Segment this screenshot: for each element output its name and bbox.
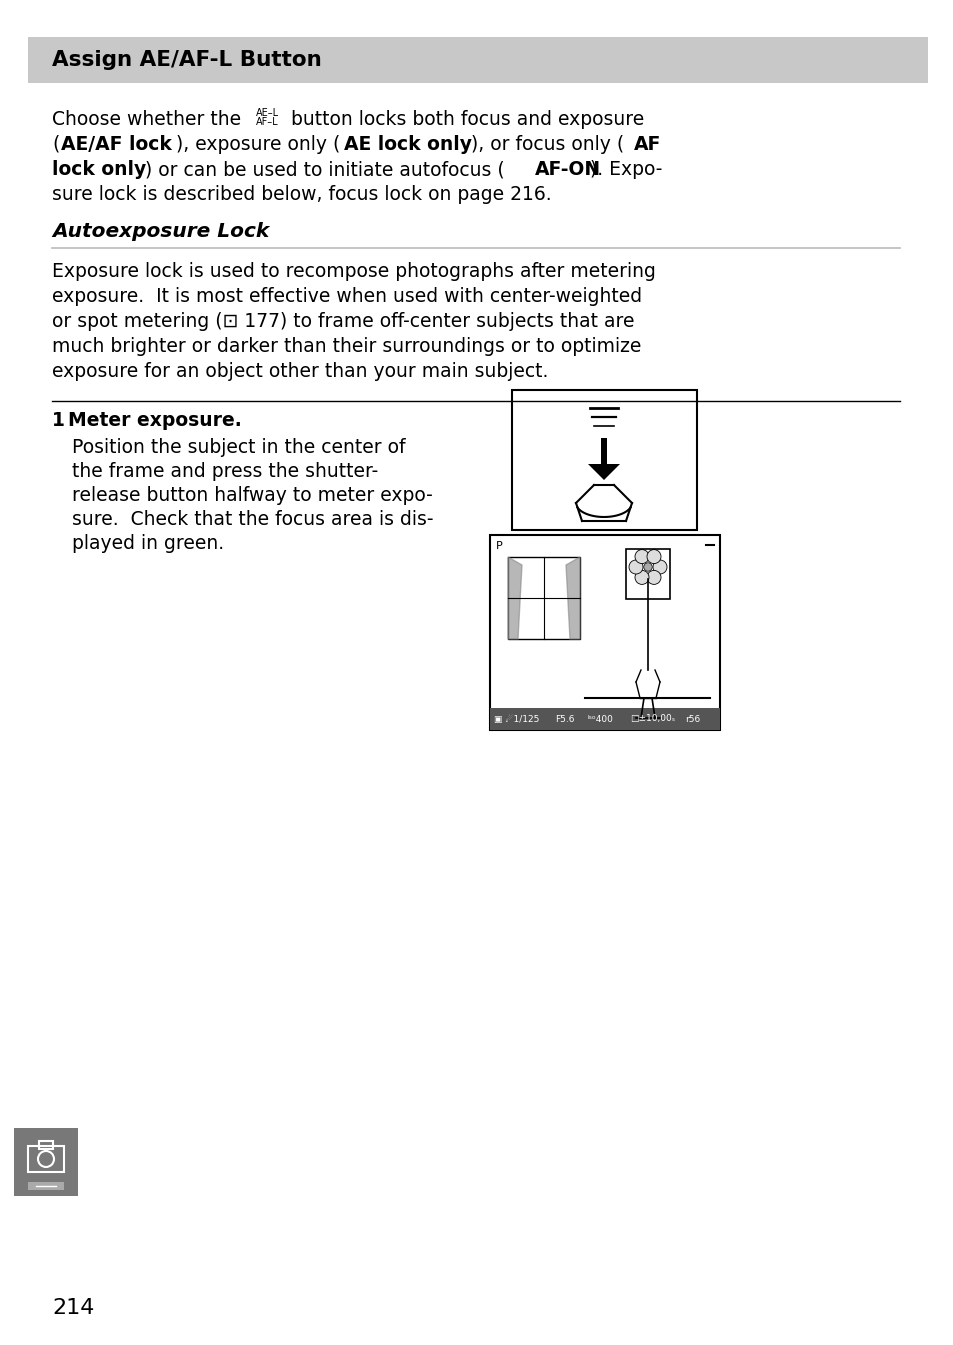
Circle shape bbox=[635, 570, 648, 584]
Bar bbox=[600, 438, 606, 464]
Bar bbox=[39, 1141, 53, 1149]
Text: ), exposure only (: ), exposure only ( bbox=[175, 134, 340, 153]
Text: r56: r56 bbox=[684, 714, 700, 724]
Bar bbox=[625, 549, 669, 599]
Text: ) or can be used to initiate autofocus (: ) or can be used to initiate autofocus ( bbox=[145, 160, 504, 179]
Text: Meter exposure.: Meter exposure. bbox=[68, 412, 241, 430]
Text: 214: 214 bbox=[52, 1298, 94, 1318]
Text: release button halfway to meter expo-: release button halfway to meter expo- bbox=[71, 486, 433, 504]
Bar bbox=[28, 38, 927, 83]
Bar bbox=[28, 1182, 64, 1190]
Text: Autoexposure Lock: Autoexposure Lock bbox=[52, 222, 269, 241]
Text: the frame and press the shutter-: the frame and press the shutter- bbox=[71, 461, 377, 482]
Text: sure lock is described below, focus lock on page 216.: sure lock is described below, focus lock… bbox=[52, 186, 551, 204]
Bar bbox=[28, 1146, 64, 1171]
Text: or spot metering (⊡ 177) to frame off-center subjects that are: or spot metering (⊡ 177) to frame off-ce… bbox=[52, 312, 634, 331]
Bar bbox=[490, 535, 720, 730]
Polygon shape bbox=[507, 557, 521, 639]
Text: exposure for an object other than your main subject.: exposure for an object other than your m… bbox=[52, 362, 548, 381]
Text: Exposure lock is used to recompose photographs after metering: Exposure lock is used to recompose photo… bbox=[52, 262, 656, 281]
Circle shape bbox=[652, 560, 666, 574]
Text: Position the subject in the center of: Position the subject in the center of bbox=[71, 438, 405, 457]
Text: Assign AE/AF-L Button: Assign AE/AF-L Button bbox=[52, 50, 321, 70]
Text: AE lock only: AE lock only bbox=[344, 134, 472, 153]
Text: ᴵˢᵒ400: ᴵˢᵒ400 bbox=[587, 714, 613, 724]
Text: Choose whether the: Choose whether the bbox=[52, 110, 247, 129]
Text: lock only: lock only bbox=[52, 160, 146, 179]
Text: AF: AF bbox=[634, 134, 660, 153]
Text: ), or focus only (: ), or focus only ( bbox=[471, 134, 623, 153]
Circle shape bbox=[646, 570, 660, 584]
Text: □±10,00ₛ: □±10,00ₛ bbox=[629, 714, 675, 724]
Text: ). Expo-: ). Expo- bbox=[589, 160, 661, 179]
Text: AE–L: AE–L bbox=[255, 108, 279, 118]
Text: ▣ ☄1/125: ▣ ☄1/125 bbox=[494, 714, 538, 724]
Bar bbox=[507, 557, 579, 639]
Text: P: P bbox=[496, 541, 502, 551]
Text: button locks both focus and exposure: button locks both focus and exposure bbox=[285, 110, 643, 129]
Polygon shape bbox=[587, 464, 619, 480]
Circle shape bbox=[643, 562, 652, 572]
Text: AF-ON: AF-ON bbox=[535, 160, 600, 179]
Circle shape bbox=[628, 560, 642, 574]
Bar bbox=[14, 1128, 78, 1196]
Polygon shape bbox=[565, 557, 579, 639]
Text: 1: 1 bbox=[52, 412, 65, 430]
Circle shape bbox=[646, 550, 660, 564]
Text: exposure.  It is most effective when used with center-weighted: exposure. It is most effective when used… bbox=[52, 286, 641, 307]
Text: sure.  Check that the focus area is dis-: sure. Check that the focus area is dis- bbox=[71, 510, 433, 529]
Text: AE/AF lock: AE/AF lock bbox=[61, 134, 172, 153]
Text: played in green.: played in green. bbox=[71, 534, 224, 553]
Text: much brighter or darker than their surroundings or to optimize: much brighter or darker than their surro… bbox=[52, 338, 640, 356]
Bar bbox=[490, 707, 720, 730]
Text: (: ( bbox=[52, 134, 59, 153]
Text: F5.6: F5.6 bbox=[555, 714, 574, 724]
Text: AF–L: AF–L bbox=[255, 117, 278, 126]
Circle shape bbox=[635, 550, 648, 564]
Bar bbox=[512, 390, 697, 530]
